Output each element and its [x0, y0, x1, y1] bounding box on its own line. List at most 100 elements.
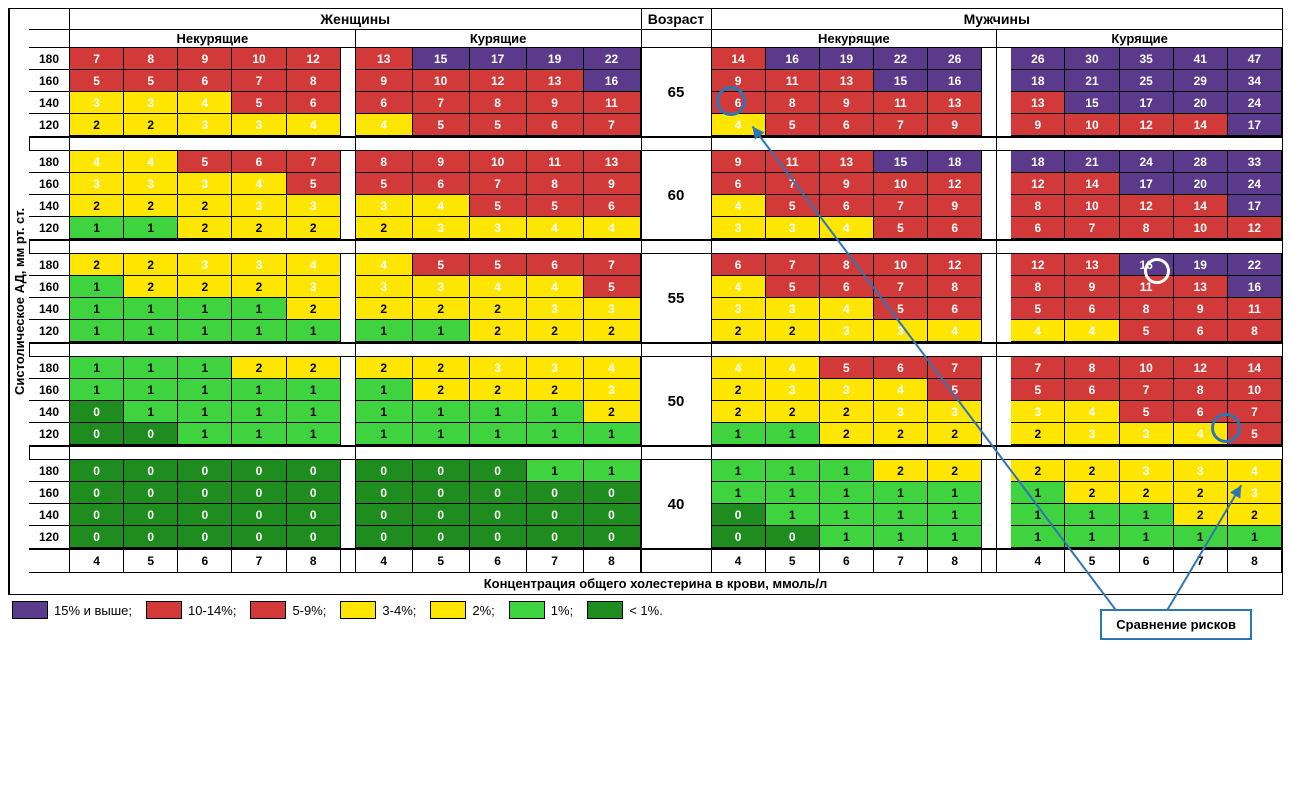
- risk-cell: 0: [124, 504, 178, 526]
- risk-cell: 2: [1174, 482, 1228, 504]
- risk-cell: 1: [178, 401, 232, 423]
- risk-cell: 1: [178, 357, 232, 379]
- cholesterol-label: 6: [820, 550, 874, 572]
- risk-cell: 1: [712, 482, 766, 504]
- risk-cell: 7: [413, 92, 470, 114]
- risk-cell: 1: [527, 423, 584, 445]
- risk-cell: 6: [928, 217, 982, 239]
- risk-cell: 3: [470, 217, 527, 239]
- risk-cell: 1: [70, 298, 124, 320]
- risk-cell: 3: [766, 379, 820, 401]
- risk-cell: 26: [928, 48, 982, 70]
- risk-cell: 4: [124, 151, 178, 173]
- risk-cell: 17: [1120, 173, 1174, 195]
- age-label: 50: [641, 357, 711, 445]
- risk-legend: 15% и выше;10-14%;5-9%;3-4%;2%;1%;< 1%.: [8, 595, 1283, 625]
- risk-cell: 6: [712, 92, 766, 114]
- risk-cell: 1: [413, 423, 470, 445]
- risk-cell: 8: [124, 48, 178, 70]
- risk-cell: 24: [1120, 151, 1174, 173]
- risk-cell: 5: [287, 173, 341, 195]
- risk-cell: 1: [1011, 504, 1065, 526]
- risk-cell: 0: [527, 526, 584, 548]
- risk-cell: 1: [124, 401, 178, 423]
- risk-cell: 1: [232, 298, 286, 320]
- bp-label: 120: [29, 423, 69, 445]
- risk-cell: 0: [178, 526, 232, 548]
- risk-cell: 6: [874, 357, 928, 379]
- risk-cell: 2: [413, 298, 470, 320]
- risk-cell: 1: [1065, 526, 1119, 548]
- risk-cell: 3: [287, 195, 341, 217]
- risk-cell: 15: [1065, 92, 1119, 114]
- risk-cell: 1: [766, 460, 820, 482]
- risk-cell: 16: [1228, 276, 1282, 298]
- risk-cell: 3: [820, 320, 874, 342]
- risk-cell: 0: [70, 482, 124, 504]
- risk-cell: 4: [820, 217, 874, 239]
- risk-cell: 2: [928, 423, 982, 445]
- risk-cell: 3: [527, 357, 584, 379]
- risk-cell: 0: [70, 401, 124, 423]
- risk-cell: 14: [1174, 195, 1228, 217]
- risk-cell: 1: [124, 217, 178, 239]
- risk-cell: 1: [1120, 504, 1174, 526]
- risk-cell: 3: [1011, 401, 1065, 423]
- risk-cell: 7: [874, 114, 928, 136]
- risk-cell: 1: [356, 379, 413, 401]
- cholesterol-label: 4: [70, 550, 124, 572]
- risk-cell: 1: [178, 379, 232, 401]
- risk-cell: 30: [1065, 48, 1119, 70]
- risk-cell: 1: [124, 298, 178, 320]
- risk-cell: 0: [178, 460, 232, 482]
- risk-cell: 1: [766, 423, 820, 445]
- risk-cell: 6: [820, 195, 874, 217]
- risk-cell: 3: [470, 357, 527, 379]
- risk-cell: 0: [413, 526, 470, 548]
- risk-cell: 10: [874, 254, 928, 276]
- risk-cell: 4: [70, 151, 124, 173]
- risk-cell: 10: [1228, 379, 1282, 401]
- risk-cell: 20: [1174, 92, 1228, 114]
- risk-cell: 5: [928, 379, 982, 401]
- risk-cell: 2: [413, 379, 470, 401]
- risk-cell: 1: [584, 460, 641, 482]
- risk-cell: 1: [232, 423, 286, 445]
- legend-swatch: [250, 601, 286, 619]
- risk-cell: 3: [232, 254, 286, 276]
- risk-cell: 10: [874, 173, 928, 195]
- risk-cell: 10: [232, 48, 286, 70]
- risk-cell: 0: [527, 504, 584, 526]
- risk-cell: 1: [356, 423, 413, 445]
- comparison-callout: Сравнение рисков: [1100, 609, 1252, 640]
- risk-cell: 18: [928, 151, 982, 173]
- cholesterol-label: 6: [1120, 550, 1174, 572]
- risk-cell: 2: [287, 217, 341, 239]
- legend-swatch: [146, 601, 182, 619]
- risk-cell: 33: [1228, 151, 1282, 173]
- risk-cell: 15: [874, 70, 928, 92]
- risk-cell: 18: [1011, 70, 1065, 92]
- risk-cell: 3: [413, 276, 470, 298]
- risk-cell: 15: [413, 48, 470, 70]
- risk-cell: 11: [874, 92, 928, 114]
- risk-cell: 1: [413, 401, 470, 423]
- risk-cell: 1: [820, 504, 874, 526]
- risk-cell: 6: [820, 276, 874, 298]
- risk-cell: 2: [1011, 423, 1065, 445]
- risk-cell: 4: [928, 320, 982, 342]
- risk-cell: 7: [1011, 357, 1065, 379]
- risk-cell: 34: [1228, 70, 1282, 92]
- x-axis-label: Концентрация общего холестерина в крови,…: [29, 572, 1282, 594]
- risk-cell: 0: [124, 526, 178, 548]
- risk-cell: 0: [413, 482, 470, 504]
- risk-cell: 5: [356, 173, 413, 195]
- risk-cell: 8: [287, 70, 341, 92]
- risk-cell: 5: [1011, 379, 1065, 401]
- risk-cell: 4: [1228, 460, 1282, 482]
- cholesterol-label: 5: [124, 550, 178, 572]
- cholesterol-label: 8: [1228, 550, 1282, 572]
- risk-cell: 1: [874, 504, 928, 526]
- risk-cell: 1: [287, 423, 341, 445]
- risk-cell: 4: [1065, 320, 1119, 342]
